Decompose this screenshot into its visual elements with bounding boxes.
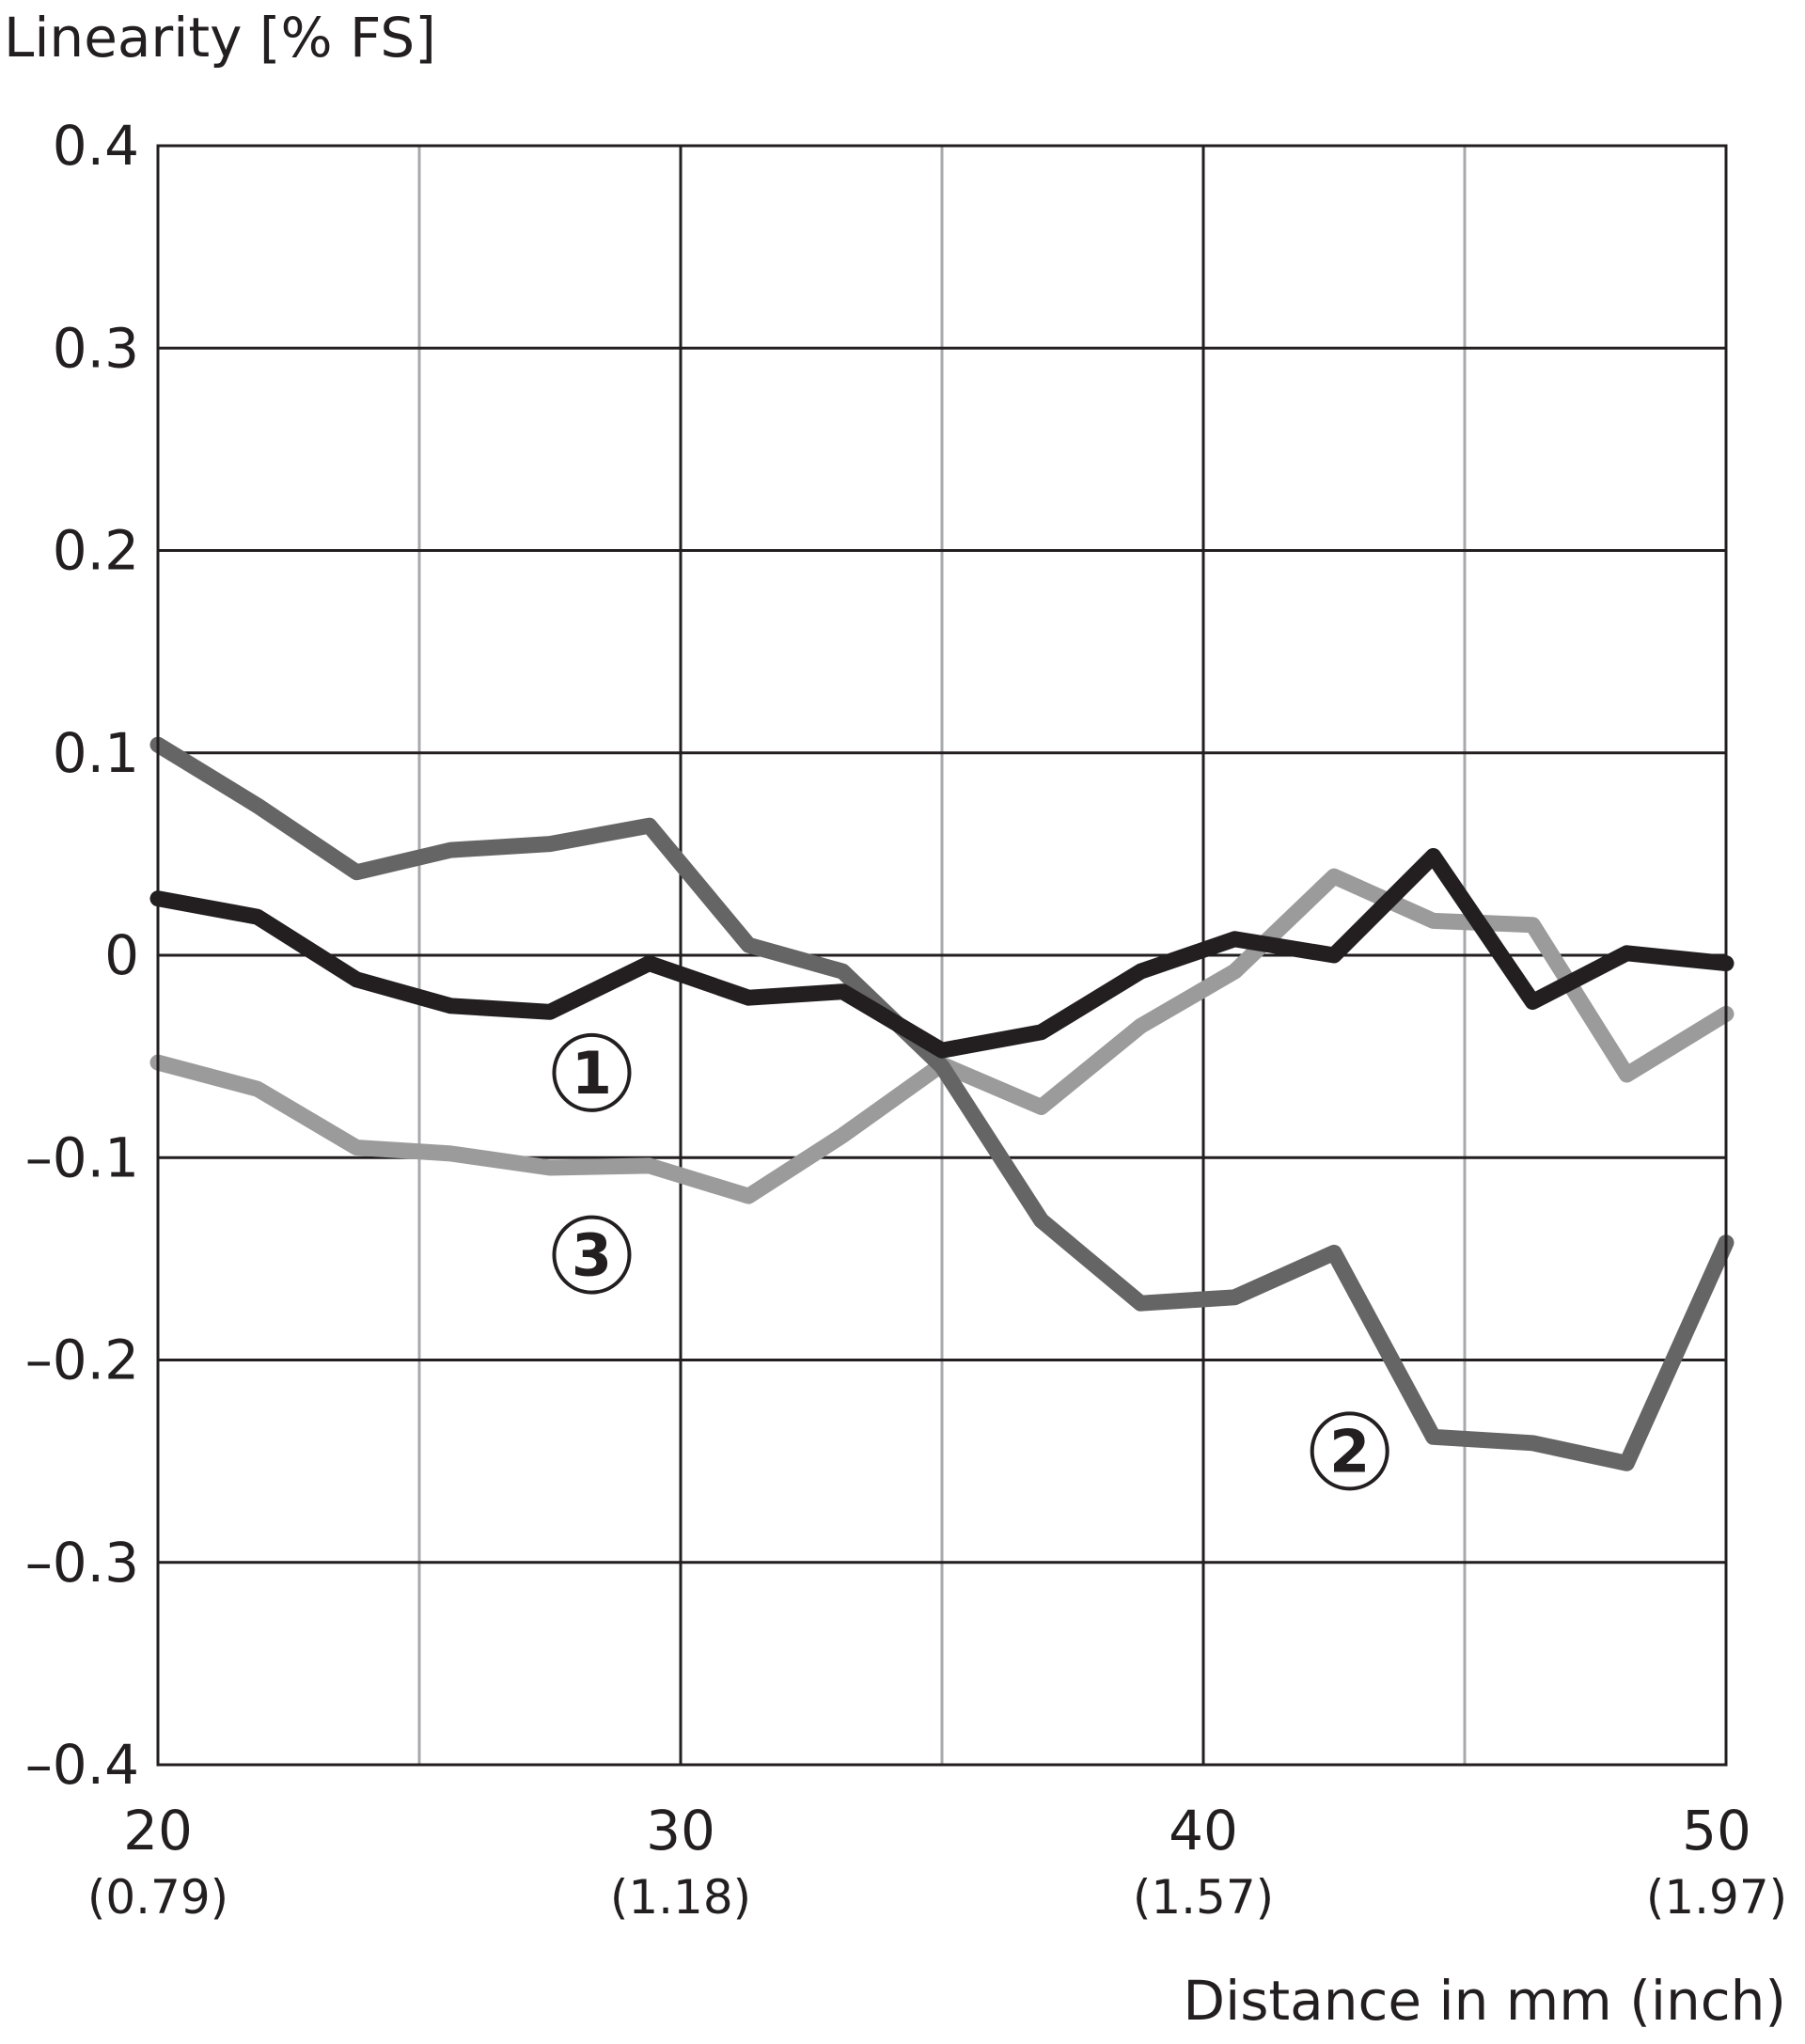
series-marker-2: 2 <box>1310 1411 1389 1491</box>
y-tick-label: –0.4 <box>25 1733 139 1797</box>
y-tick-label: 0.3 <box>53 316 139 380</box>
y-axis-title: Linearity [% FS] <box>4 6 436 70</box>
x-tick-label: 20 <box>123 1799 193 1863</box>
x-axis-title: Distance in mm (inch) <box>1183 1969 1786 2033</box>
series-marker-circle <box>552 1215 632 1295</box>
y-tick-label: 0.1 <box>53 721 139 785</box>
x-tick-label: 40 <box>1169 1799 1238 1863</box>
series-marker-label: 3 <box>572 1221 612 1290</box>
y-tick-label: 0.4 <box>53 114 139 178</box>
series-marker-circle <box>1310 1411 1389 1491</box>
y-tick-label: –0.2 <box>25 1329 139 1392</box>
y-tick-label: –0.3 <box>25 1531 139 1595</box>
x-tick-label: 30 <box>646 1799 715 1863</box>
series-line-2 <box>149 736 1734 1471</box>
series-marker-circle <box>552 1032 632 1112</box>
y-tick-label: 0 <box>104 923 139 987</box>
x-tick-sublabel: (1.57) <box>1133 1870 1274 1925</box>
x-tick-sublabel: (1.97) <box>1646 1870 1787 1925</box>
x-tick-sublabel: (0.79) <box>87 1870 228 1925</box>
series-marker-1: 1 <box>552 1032 632 1112</box>
plot-frame <box>156 144 1728 1767</box>
x-tick-label: 50 <box>1682 1799 1751 1863</box>
series-lines <box>149 736 1734 1471</box>
axis-ticks: 0.4 0.3 0.2 0.1 0 –0.1 –0.2 –0.3 –0.420 (0.79) 30 (… <box>25 114 1787 1925</box>
series-marker-3: 3 <box>552 1215 632 1295</box>
y-tick-label: –0.1 <box>25 1125 139 1189</box>
series-marker-label: 1 <box>572 1039 612 1108</box>
grid <box>156 144 1728 1767</box>
series-marker-label: 2 <box>1329 1417 1370 1486</box>
series-markers: 1 2 3 <box>552 1032 1389 1491</box>
series-line-1 <box>149 848 1734 1059</box>
x-tick-sublabel: (1.18) <box>610 1870 751 1925</box>
y-tick-label: 0.2 <box>53 519 139 583</box>
